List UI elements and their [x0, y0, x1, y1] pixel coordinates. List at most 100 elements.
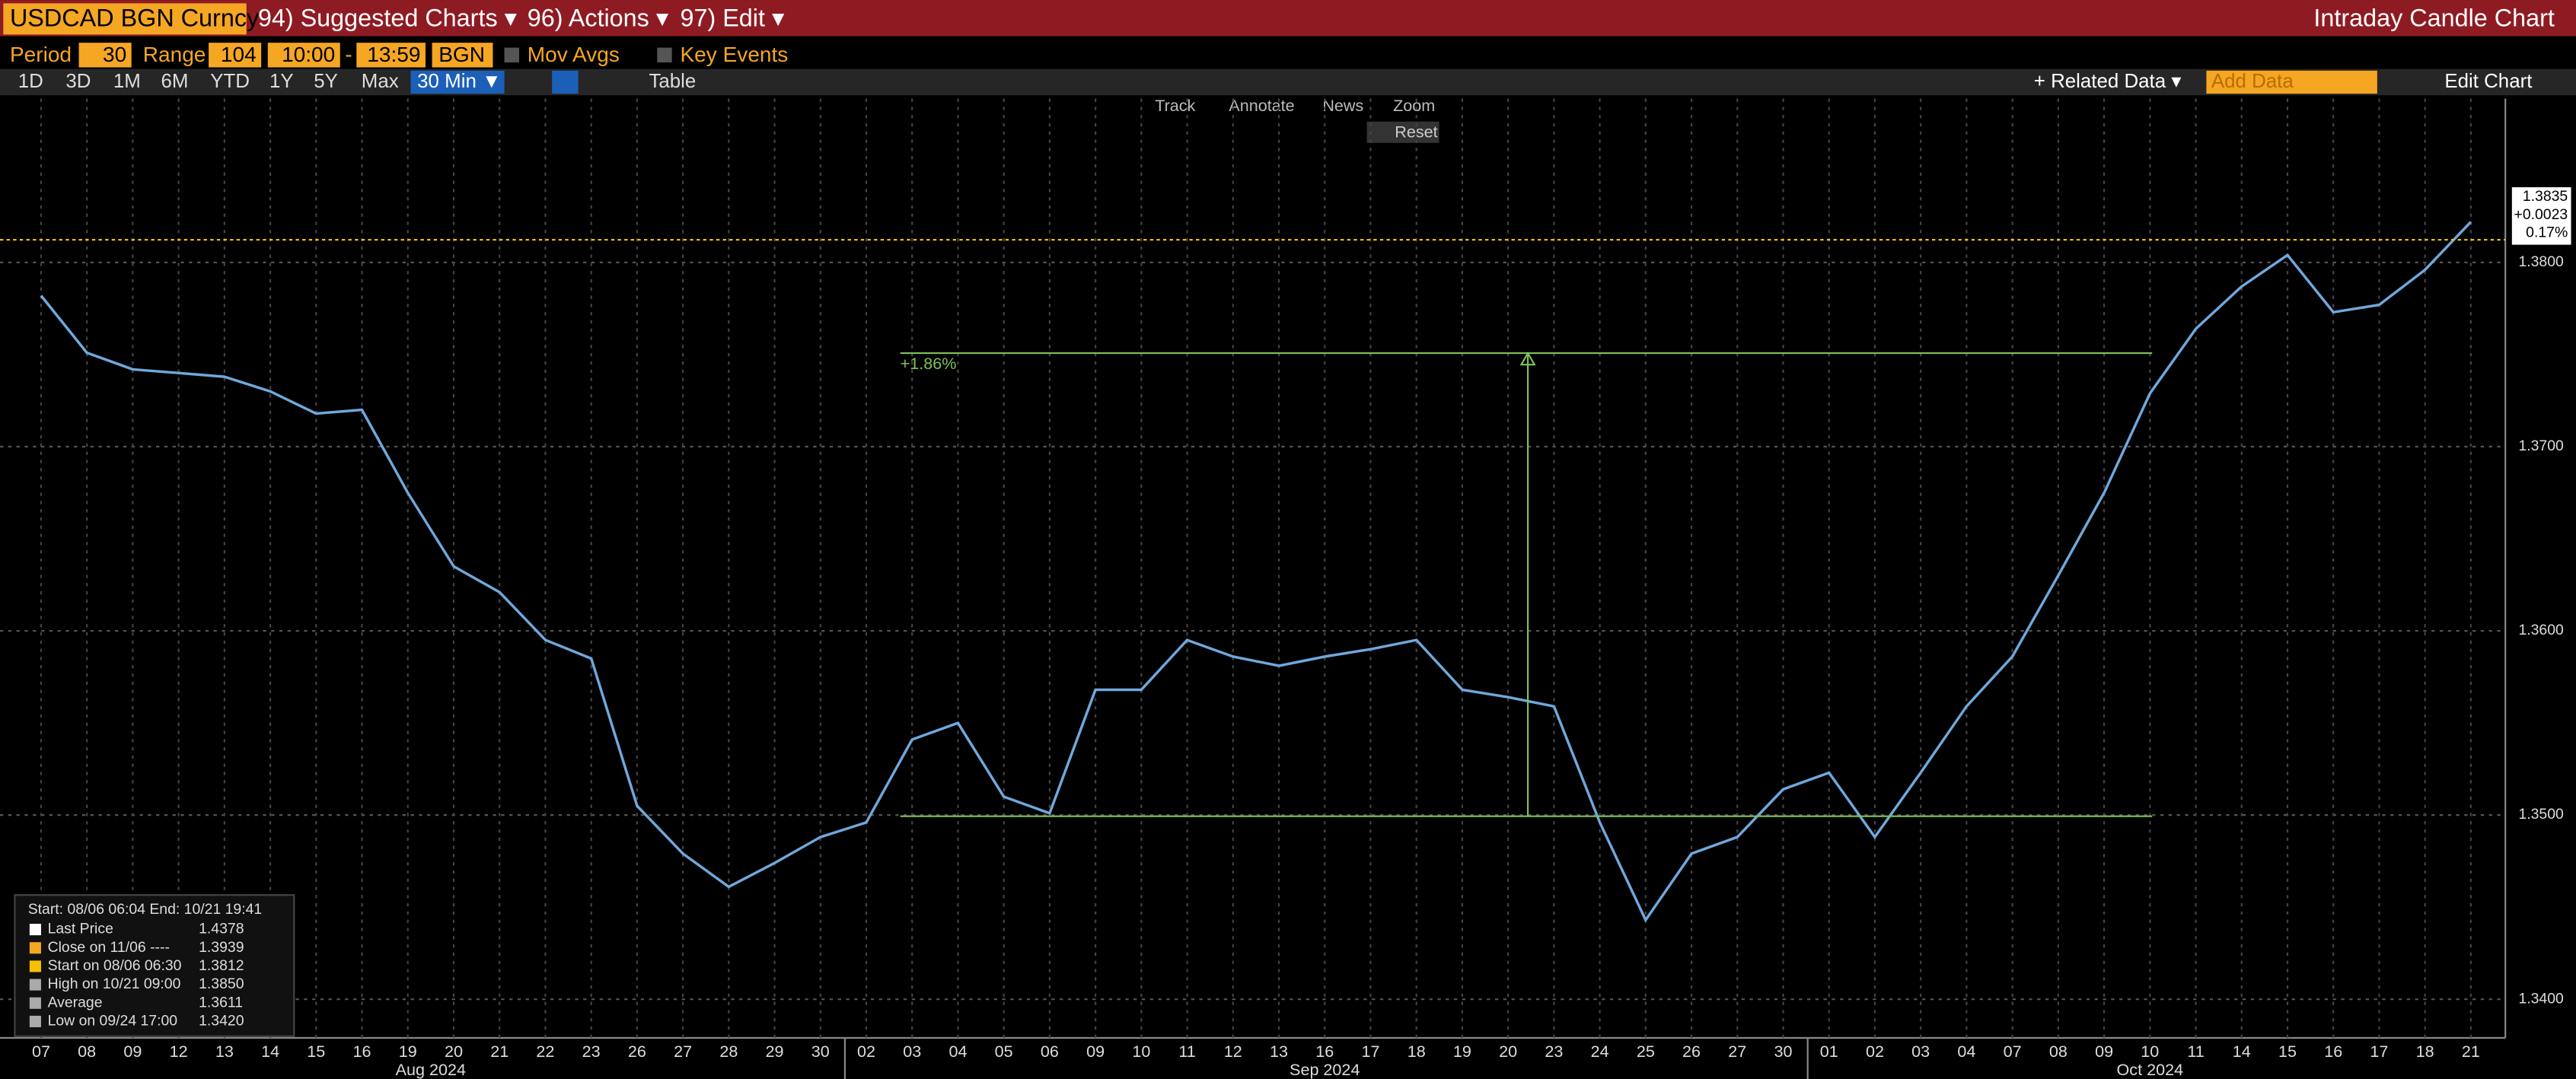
x-tick-label: 24 [1591, 1042, 1609, 1061]
reset-box[interactable] [1366, 121, 1439, 143]
x-tick-label: 12 [1224, 1042, 1242, 1061]
range[interactable]: 104 [221, 43, 257, 66]
input[interactable] [356, 43, 426, 68]
price-box [2511, 187, 2571, 245]
checkbox[interactable] [504, 47, 519, 63]
mov-avgs[interactable]: Mov Avgs [528, 43, 620, 66]
legend-value: 1.3850 [199, 976, 244, 992]
timeframe[interactable]: 3D [65, 71, 91, 92]
window-title: Intraday Candle Chart [2313, 4, 2555, 31]
tool[interactable]: News [1322, 96, 1363, 115]
add-data-box[interactable] [2206, 70, 2377, 94]
timeframe[interactable]: 5Y [314, 71, 338, 92]
menu[interactable]: 97) Edit ▾ [680, 4, 784, 31]
key-events[interactable]: Key Events [680, 43, 788, 66]
x-tick-label: 16 [1315, 1042, 1334, 1061]
measure-arrow [1519, 351, 1536, 366]
legend-swatch [29, 1015, 41, 1027]
x-tick-label: 13 [1270, 1042, 1288, 1061]
timeframe[interactable]: 1D [18, 71, 43, 92]
x-tick-label: 08 [78, 1042, 96, 1061]
legend-swatch [29, 924, 41, 936]
input[interactable] [267, 43, 340, 68]
x-tick-label: 04 [948, 1042, 967, 1061]
legend-header: Start: 08/06 06:04 End: 10/21 19:41 [28, 901, 263, 918]
tools: Track Annotate News Zoom [1155, 96, 1435, 115]
y-tick-label: 1.3700 [2518, 438, 2564, 454]
security[interactable]: USDCAD BGN Curncy [10, 4, 260, 31]
legend-value: 1.3420 [199, 1013, 244, 1030]
x-tick-label: 09 [123, 1042, 142, 1061]
related-data[interactable]: + Related Data ▾ [2034, 71, 2182, 92]
x-tick-label: 02 [1866, 1042, 1884, 1061]
y-tick-label: 1.3800 [2518, 253, 2564, 270]
x-tick-label: 03 [1911, 1042, 1930, 1061]
candle-button[interactable] [552, 70, 579, 94]
x-tick-label: 22 [536, 1042, 554, 1061]
source[interactable]: BGN [438, 43, 485, 66]
x-tick-label: 13 [215, 1042, 234, 1061]
x-tick-label: 10 [2141, 1042, 2159, 1061]
x-tick-label: 05 [995, 1042, 1013, 1061]
measure [900, 351, 2153, 817]
month-label: Sep 2024 [1290, 1060, 1360, 1079]
tool[interactable]: Zoom [1393, 96, 1435, 115]
menu[interactable]: 94) Suggested Charts ▾ [258, 4, 517, 31]
x-tick-label: 08 [2049, 1042, 2067, 1061]
timeframe[interactable]: 1Y [269, 71, 294, 92]
menu[interactable]: 96) Actions ▾ [528, 4, 668, 31]
timeframe[interactable]: 1M [113, 71, 141, 92]
x-tick-label: 27 [1728, 1042, 1746, 1061]
add-data[interactable]: Add Data [2211, 71, 2294, 92]
input[interactable] [78, 43, 132, 68]
last-price: 1.3835 [2523, 188, 2568, 205]
table-button[interactable]: Table [649, 71, 696, 92]
input[interactable] [209, 43, 262, 68]
x-tick-label: 25 [1637, 1042, 1655, 1061]
x-tick-label: 17 [1361, 1042, 1379, 1061]
x-tick-label: 17 [2370, 1042, 2388, 1061]
timeframe[interactable]: YTD [210, 71, 250, 92]
x-tick-label: 09 [2095, 1042, 2113, 1061]
x-tick-label: 23 [582, 1042, 601, 1061]
security-box[interactable] [3, 3, 247, 35]
settings-row: Period 30 Range 104 10:00 - 13:59 BGN Mo… [10, 43, 788, 68]
edit-chart[interactable]: Edit Chart [2444, 71, 2532, 92]
timeframe[interactable]: Max [362, 71, 399, 92]
x-tick-label: 01 [1820, 1042, 1838, 1061]
checkbox[interactable] [657, 47, 672, 63]
legend-text: Last Price [48, 921, 113, 937]
interval[interactable]: 30 Min ▼ [417, 71, 501, 92]
period[interactable]: 30 [103, 43, 126, 66]
legend-value: 1.3939 [199, 939, 244, 956]
x-tick-label: 16 [2324, 1042, 2342, 1061]
legend-value: 1.4378 [199, 921, 244, 937]
x-tick-label: 15 [307, 1042, 325, 1061]
price-line [40, 221, 2472, 923]
interval-box[interactable] [410, 70, 505, 94]
x-tick-label: 04 [1957, 1042, 1975, 1061]
timeframe[interactable]: 6M [161, 71, 189, 92]
y-tick-label: 1.3400 [2518, 990, 2564, 1007]
x-tick-label: 29 [766, 1042, 784, 1061]
x-tick-label: 19 [399, 1042, 417, 1061]
x-tick-label: 06 [1041, 1042, 1059, 1061]
legend-swatch [29, 997, 41, 1009]
x-tick-label: 15 [2278, 1042, 2297, 1061]
legend-text: Low on 09/24 17:00 [48, 1013, 178, 1030]
legend-text: Close on 11/06 ---- [48, 939, 170, 956]
input[interactable] [432, 43, 493, 68]
x-tick-label: 07 [2004, 1042, 2022, 1061]
start-time[interactable]: 10:00 [282, 43, 335, 66]
legend-swatch [29, 960, 41, 972]
tool[interactable]: Track [1155, 96, 1195, 115]
x-tick-label: 20 [445, 1042, 463, 1061]
x-tick-label: 09 [1086, 1042, 1105, 1061]
end-time[interactable]: 13:59 [367, 43, 420, 66]
tool[interactable]: Annotate [1229, 96, 1294, 115]
y-tick-label: 1.3500 [2518, 806, 2564, 823]
x-tick-label: 12 [170, 1042, 188, 1061]
x-tick-label: 20 [1499, 1042, 1517, 1061]
